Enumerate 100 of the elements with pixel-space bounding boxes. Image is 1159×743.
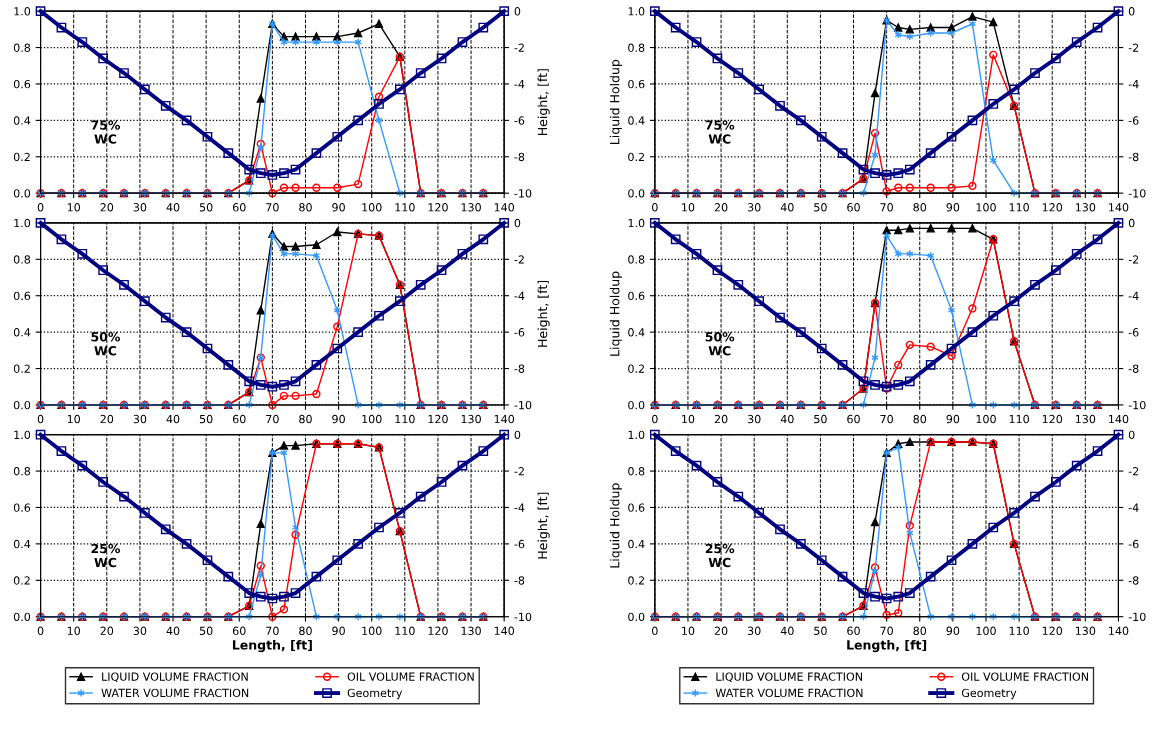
x-tick-label: 10 — [67, 414, 81, 424]
y-tick-label: 0.0 — [13, 612, 31, 622]
x-tick-label: 60 — [847, 203, 860, 212]
x-tick-label: 60 — [847, 414, 860, 424]
y2-tick-label: -4 — [1128, 291, 1139, 300]
y-tick-label: 0.2 — [628, 576, 644, 585]
y-tick-label: 0.8 — [628, 43, 645, 52]
x-tick-label: 130 — [1075, 203, 1096, 212]
y-tick-label: 0.8 — [13, 467, 31, 476]
y2-tick-label: 0 — [1128, 7, 1135, 16]
y-tick-label: 0.0 — [13, 400, 31, 410]
x-tick-label: 120 — [428, 626, 448, 636]
legend-label: LIQUID VOLUME FRACTION — [102, 672, 248, 683]
x-tick-label: 20 — [100, 203, 114, 212]
x-tick-label: 50 — [814, 203, 827, 212]
x-tick-label: 0 — [652, 626, 658, 636]
x-tick-label: 0 — [652, 203, 658, 212]
y-tick-label: 0.0 — [628, 612, 645, 622]
legend-label: OIL VOLUME FRACTION — [961, 672, 1088, 681]
x-tick-label: 30 — [747, 203, 761, 212]
x-tick-label: 60 — [232, 626, 246, 636]
x-tick-label: 70 — [266, 203, 279, 212]
y2-tick-label: 0 — [514, 7, 521, 16]
x-tick-label: 50 — [199, 414, 213, 424]
x-tick-label: 60 — [232, 414, 246, 424]
y-tick-label: 0.2 — [628, 152, 644, 162]
x-tick-label: 40 — [166, 414, 180, 424]
y-tick-label: 0.4 — [628, 328, 645, 337]
y-tick-label: 0.2 — [13, 152, 30, 162]
y-tick-label: 0.4 — [13, 539, 31, 549]
x-tick-label: 140 — [1109, 203, 1129, 212]
annotation: 75% WC — [705, 120, 735, 144]
y-tick-label: 1.0 — [14, 218, 31, 228]
y-tick-label: 1.0 — [14, 7, 31, 16]
x-tick-label: 120 — [428, 203, 448, 212]
x-tick-label: 70 — [880, 626, 893, 636]
x-tick-label: 40 — [780, 203, 794, 212]
x-tick-label: 120 — [1042, 626, 1063, 636]
legend-label: Geometry — [961, 688, 1017, 700]
y2-tick-label: -6 — [1128, 539, 1139, 549]
x-tick-label: 120 — [428, 414, 448, 424]
y2-tick-label: -2 — [514, 467, 524, 476]
x-tick-label: 30 — [133, 203, 147, 212]
x-tick-label: 100 — [362, 203, 382, 212]
x-tick-label: 110 — [1009, 626, 1029, 636]
x-tick-label: 80 — [913, 203, 927, 212]
x-tick-label: 50 — [814, 626, 827, 636]
x-tick-label: 40 — [780, 626, 794, 636]
x-tick-label: 90 — [332, 626, 345, 636]
y2-tick-label: -10 — [514, 612, 532, 622]
x-tick-label: 50 — [199, 203, 213, 212]
x-tick-label: 0 — [37, 626, 44, 636]
y-tick-label: 0.0 — [628, 400, 645, 410]
x-tick-label: 140 — [1109, 414, 1129, 424]
y2-tick-label: -2 — [514, 255, 524, 264]
y2-tick-label: -10 — [514, 189, 532, 198]
x-tick-label: 120 — [1042, 414, 1063, 424]
y2-tick-label: -2 — [1128, 255, 1139, 264]
y-tick-label: 1.0 — [628, 7, 645, 16]
legend-label: Geometry — [347, 688, 403, 700]
y2-tick-label: -8 — [1128, 576, 1139, 585]
y-tick-label: 0.8 — [13, 255, 31, 264]
y2-tick-label: -2 — [514, 43, 524, 52]
x-tick-label: 140 — [494, 203, 515, 212]
y-tick-label: 0.4 — [628, 116, 645, 125]
y-axis-title: Liquid Holdup — [609, 483, 622, 568]
x-tick-label: 90 — [332, 414, 345, 424]
x-tick-label: 90 — [332, 203, 345, 212]
x-tick-label: 60 — [847, 626, 860, 636]
x-tick-label: 30 — [747, 414, 761, 424]
y2-tick-label: -10 — [1128, 612, 1146, 622]
y2-tick-label: -4 — [1128, 80, 1139, 89]
x-tick-label: 120 — [1042, 203, 1063, 212]
legend-label: WATER VOLUME FRACTION — [715, 688, 863, 698]
x-axis-title: Length, [ft] — [232, 639, 312, 653]
x-tick-label: 10 — [67, 203, 81, 212]
y2-tick-label: -6 — [514, 328, 525, 337]
y-tick-label: 0.6 — [13, 291, 31, 301]
x-tick-label: 20 — [714, 626, 728, 636]
annotation: 50% WC — [91, 332, 121, 356]
y-tick-label: 0.2 — [13, 364, 30, 373]
y2-tick-label: -2 — [1128, 43, 1139, 52]
y2-tick-label: -6 — [1128, 328, 1139, 337]
y2-tick-label: -6 — [514, 116, 525, 125]
y2-tick-label: -10 — [1128, 189, 1146, 198]
x-tick-label: 70 — [880, 203, 893, 212]
y-tick-label: 0.8 — [628, 467, 645, 476]
annotation: 25% WC — [705, 543, 735, 568]
x-tick-label: 30 — [133, 626, 147, 636]
x-tick-label: 100 — [976, 414, 996, 424]
annotation: 50% WC — [705, 332, 735, 356]
y-tick-label: 0.0 — [628, 189, 645, 198]
x-tick-label: 40 — [166, 203, 180, 212]
x-tick-label: 70 — [880, 414, 893, 424]
annotation: 75% WC — [91, 120, 121, 144]
x-tick-label: 90 — [946, 203, 960, 212]
x-tick-label: 20 — [714, 414, 728, 424]
x-tick-label: 30 — [133, 414, 147, 424]
y2-tick-label: -2 — [1128, 467, 1139, 476]
y2-tick-label: -4 — [514, 503, 525, 512]
